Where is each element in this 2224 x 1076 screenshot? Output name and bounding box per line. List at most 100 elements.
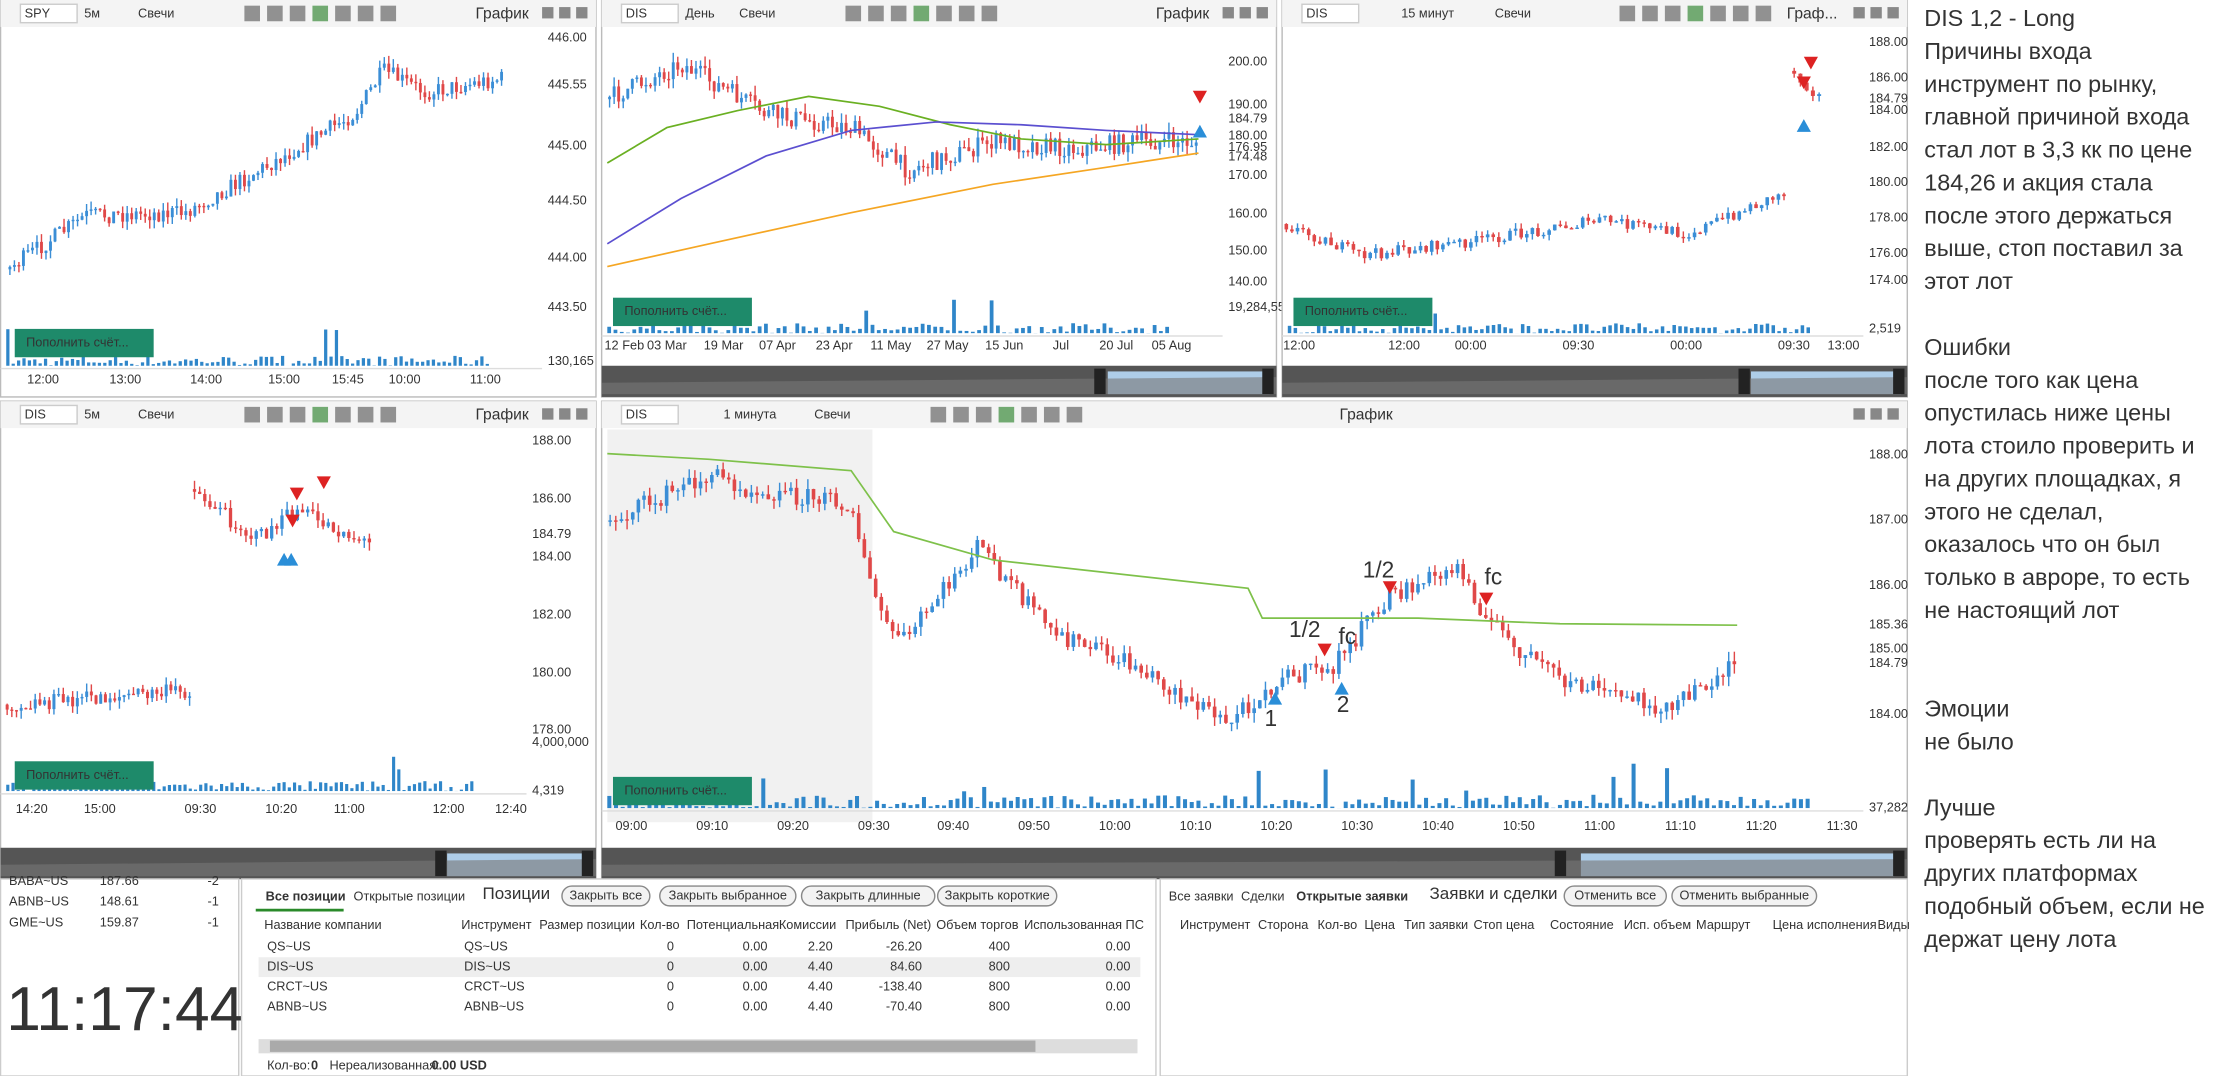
window-icon[interactable]	[559, 408, 571, 420]
deposit-button[interactable]	[1293, 297, 1433, 327]
tool-icon[interactable]	[244, 5, 260, 22]
tool-icon[interactable]	[1687, 5, 1704, 22]
tool-icon[interactable]	[289, 406, 306, 423]
tool-icon[interactable]	[890, 5, 907, 22]
tool-icon[interactable]	[1619, 5, 1636, 22]
symbol-box[interactable]	[620, 404, 679, 425]
scroll-handle[interactable]	[1554, 850, 1567, 877]
volume-bar	[209, 785, 213, 792]
candle-body	[1067, 144, 1071, 156]
tool-icon[interactable]	[267, 5, 283, 22]
tool-icon[interactable]	[312, 406, 329, 423]
chart-panel	[0, 400, 597, 880]
window-icon[interactable]	[1853, 7, 1865, 19]
candle-body	[849, 131, 853, 133]
button[interactable]	[936, 885, 1058, 907]
window-icon[interactable]	[1239, 7, 1251, 19]
tool-icon[interactable]	[1066, 406, 1083, 423]
volume-bar	[415, 361, 419, 366]
button[interactable]	[561, 885, 651, 907]
tool-icon[interactable]	[958, 5, 975, 22]
button[interactable]	[800, 885, 936, 907]
h-scroll-thumb[interactable]	[269, 1040, 1036, 1052]
tool-icon[interactable]	[335, 406, 351, 423]
scroll-handle[interactable]	[1893, 368, 1905, 395]
window-icon[interactable]	[542, 408, 554, 420]
tool-icon[interactable]	[267, 406, 283, 423]
tool-icon[interactable]	[1664, 5, 1681, 22]
tool-icon[interactable]	[380, 5, 397, 22]
candle-body	[653, 77, 657, 86]
window-icon[interactable]	[576, 7, 588, 19]
button[interactable]	[1563, 885, 1668, 907]
scroll-handle[interactable]	[1738, 368, 1750, 395]
tool-icon[interactable]	[244, 406, 260, 423]
candle-body	[800, 504, 805, 506]
tool-icon[interactable]	[312, 5, 329, 22]
tool-icon[interactable]	[975, 406, 992, 423]
candle-body	[357, 539, 361, 541]
scroll-handle[interactable]	[1262, 368, 1274, 395]
candle-body	[1195, 701, 1200, 710]
window-icon[interactable]	[1887, 7, 1899, 19]
candle-body	[1478, 603, 1482, 616]
scroll-area	[1282, 377, 1908, 395]
scroll-handle[interactable]	[1893, 850, 1905, 877]
candle-body	[1489, 617, 1494, 622]
scroll-handle[interactable]	[581, 850, 594, 877]
tool-icon[interactable]	[335, 5, 351, 22]
tool-icon[interactable]	[1021, 406, 1037, 423]
volume-bar	[339, 782, 344, 792]
tool-icon[interactable]	[998, 406, 1015, 423]
window-icon[interactable]	[576, 408, 588, 420]
tool-icon[interactable]	[930, 406, 947, 423]
scroll-handle[interactable]	[435, 850, 447, 877]
tool-icon[interactable]	[913, 5, 930, 22]
symbol-box[interactable]	[19, 3, 78, 24]
volume-bar	[1229, 799, 1234, 809]
deposit-button[interactable]	[612, 776, 752, 806]
tool-icon[interactable]	[953, 406, 969, 423]
tool-icon[interactable]	[357, 406, 374, 423]
volume-bar	[418, 782, 422, 792]
tool-icon[interactable]	[289, 5, 306, 22]
tool-icon[interactable]	[981, 5, 998, 22]
deposit-button[interactable]	[14, 761, 154, 790]
window-icon[interactable]	[542, 7, 554, 19]
button[interactable]	[1671, 885, 1818, 907]
tool-icon[interactable]	[1642, 5, 1658, 22]
candle-body	[270, 167, 273, 171]
tool-icon[interactable]	[936, 5, 952, 22]
deposit-button[interactable]	[14, 328, 154, 358]
tool-icon[interactable]	[1043, 406, 1060, 423]
window-icon[interactable]	[1870, 7, 1882, 19]
candle-body	[1026, 150, 1030, 153]
tool-icon[interactable]	[845, 5, 862, 22]
candle-body	[178, 686, 182, 692]
tool-icon[interactable]	[1710, 5, 1726, 22]
deposit-button[interactable]	[612, 297, 752, 327]
tool-icon[interactable]	[1732, 5, 1749, 22]
window-icon[interactable]	[559, 7, 571, 19]
symbol-box[interactable]	[620, 3, 679, 24]
volume-bar	[751, 331, 756, 334]
candle-body	[10, 709, 14, 711]
window-icon[interactable]	[1887, 408, 1899, 420]
scroll-handle[interactable]	[1094, 368, 1106, 395]
symbol-box[interactable]	[19, 404, 78, 425]
window-icon[interactable]	[1870, 408, 1882, 420]
symbol-box[interactable]	[1301, 3, 1360, 24]
window-icon[interactable]	[1256, 7, 1268, 19]
tool-icon[interactable]	[380, 406, 397, 423]
candle-body	[710, 474, 714, 483]
candle-body	[630, 512, 635, 520]
tool-icon[interactable]	[357, 5, 374, 22]
window-icon[interactable]	[1853, 408, 1865, 420]
column-header: Кол-во	[1318, 917, 1358, 932]
button[interactable]	[659, 885, 797, 907]
window-icon[interactable]	[1222, 7, 1234, 19]
candle-body	[116, 211, 120, 214]
volume-bar	[1346, 327, 1350, 334]
tool-icon[interactable]	[1755, 5, 1772, 22]
tool-icon[interactable]	[868, 5, 884, 22]
